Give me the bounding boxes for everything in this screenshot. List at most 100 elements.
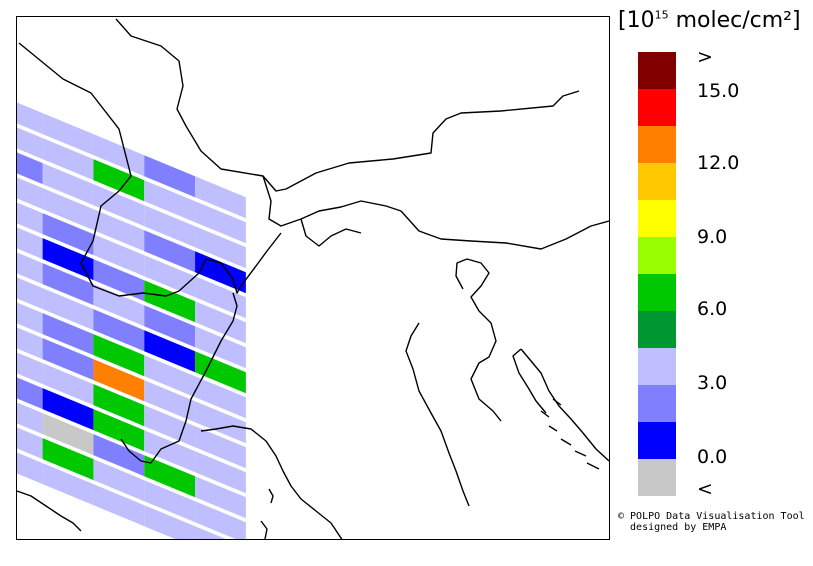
legend-swatch — [638, 459, 676, 496]
swath-pixel — [42, 288, 94, 331]
swath-pixel — [195, 476, 246, 519]
swath-pixel — [17, 202, 43, 235]
legend-swatch — [638, 311, 676, 348]
swath-pixel — [144, 430, 196, 473]
swath-pixel — [93, 384, 145, 427]
swath-pixel — [144, 480, 196, 523]
swath-pixel — [42, 188, 94, 231]
swath-pixel — [42, 113, 94, 156]
swath-pixel — [144, 255, 196, 298]
map-canvas — [17, 18, 609, 539]
swath-pixel — [195, 351, 246, 394]
credit-line-2: designed by EMPA — [618, 522, 727, 533]
swath-pixel — [93, 359, 145, 402]
legend-swatch — [638, 385, 676, 422]
swath-pixel — [144, 380, 196, 423]
swath-pixel — [17, 127, 43, 160]
legend-tick-label: 3.0 — [697, 372, 728, 394]
swath-pixel — [42, 363, 94, 406]
legend-swatch — [638, 274, 676, 311]
swath-pixel — [195, 426, 246, 469]
swath-pixel — [93, 234, 145, 277]
swath-pixel — [195, 451, 246, 494]
swath-pixel — [144, 305, 196, 348]
swath-pixel — [93, 484, 145, 527]
swath-pixel — [195, 376, 246, 419]
satellite-swath — [17, 102, 246, 539]
credit-line-1: © POLPO Data Visualisation Tool — [618, 511, 805, 522]
swath-pixel — [195, 276, 246, 319]
swath-pixel — [42, 238, 94, 281]
legend-swatch — [638, 348, 676, 385]
swath-pixel — [144, 155, 196, 198]
swath-pixel — [195, 526, 226, 539]
swath-pixel — [17, 227, 43, 260]
swath-pixel — [42, 338, 94, 381]
swath-pixel — [93, 459, 145, 502]
swath-pixel — [195, 226, 246, 269]
legend-swatch — [638, 200, 676, 237]
swath-pixel — [144, 355, 196, 398]
swath-pixel — [17, 327, 43, 360]
swath-pixel — [17, 277, 43, 310]
swath-pixel — [195, 251, 246, 294]
swath-pixel — [93, 284, 145, 327]
swath-pixel — [42, 263, 94, 306]
swath-pixel — [42, 438, 94, 481]
swath-pixel — [17, 377, 43, 410]
swath-pixel — [93, 259, 145, 302]
swath-pixel — [17, 427, 43, 460]
legend-tick-label: 0.0 — [697, 446, 728, 468]
unit-prefix: [10 — [618, 8, 655, 33]
swath-pixel — [144, 405, 196, 448]
swath-pixel — [42, 313, 94, 356]
swath-pixel — [93, 434, 145, 477]
swath-pixel — [195, 301, 246, 344]
swath-pixel — [93, 309, 145, 352]
swath-pixel — [42, 388, 94, 431]
legend-tick-label: > — [697, 46, 713, 68]
color-scale-bar — [638, 52, 676, 496]
swath-pixel — [195, 326, 246, 369]
legend-tick-label: < — [697, 478, 713, 500]
swath-pixel — [42, 138, 94, 181]
map-panel — [16, 16, 610, 540]
swath-pixel — [93, 409, 145, 452]
swath-pixel — [42, 463, 94, 506]
swath-pixel — [93, 159, 145, 202]
swath-pixel — [17, 102, 43, 135]
legend-swatch — [638, 237, 676, 274]
swath-pixel — [195, 501, 246, 539]
swath-pixel — [17, 252, 43, 285]
legend-swatch — [638, 89, 676, 126]
swath-pixel — [144, 205, 196, 248]
swath-pixel — [42, 213, 94, 256]
swath-pixel — [17, 302, 43, 335]
legend-swatch — [638, 163, 676, 200]
legend-swatch — [638, 52, 676, 89]
legend-tick-label: 9.0 — [697, 226, 728, 248]
legend-tick-label: 15.0 — [697, 80, 740, 102]
swath-pixel — [144, 230, 196, 273]
swath-pixel — [17, 352, 43, 385]
swath-pixel — [17, 177, 43, 210]
swath-pixel — [144, 455, 196, 498]
swath-pixel — [17, 402, 43, 435]
swath-pixel — [144, 330, 196, 373]
legend-swatch — [638, 422, 676, 459]
swath-pixel — [42, 163, 94, 206]
swath-pixel — [195, 401, 246, 444]
swath-pixel — [144, 505, 196, 539]
unit-suffix: molec/cm²] — [668, 8, 801, 33]
swath-pixel — [195, 176, 246, 219]
swath-pixel — [93, 209, 145, 252]
swath-pixel — [42, 413, 94, 456]
swath-pixel — [195, 201, 246, 244]
legend-unit-title: [1015 molec/cm²] — [618, 8, 801, 33]
unit-exponent: 15 — [654, 8, 669, 22]
swath-pixel — [93, 184, 145, 227]
legend-tick-label: 12.0 — [697, 152, 740, 174]
swath-pixel — [144, 280, 196, 323]
swath-pixel — [144, 180, 196, 223]
swath-pixel — [17, 152, 43, 185]
